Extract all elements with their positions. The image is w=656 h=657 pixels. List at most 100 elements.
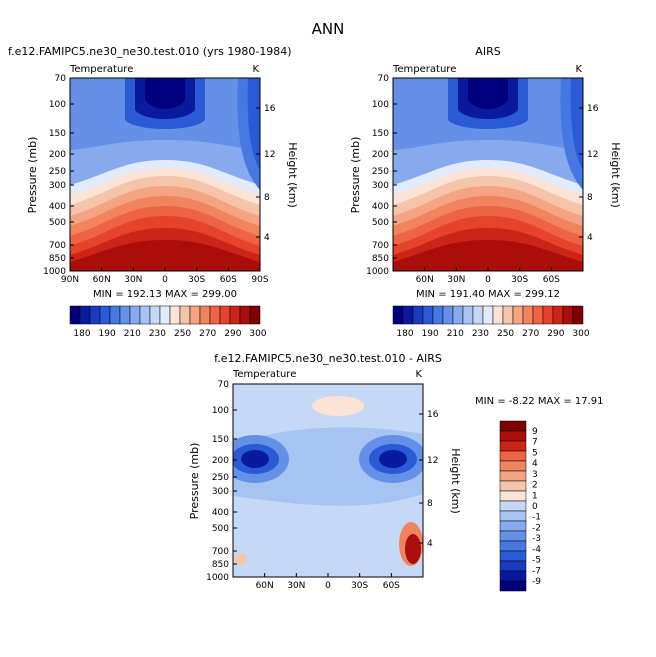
colorbar-swatch: [209, 305, 221, 325]
y-tick-label: 850: [372, 254, 389, 264]
colorbar-swatch: [532, 305, 544, 325]
colorbar-swatch: [422, 305, 434, 325]
colorbar-swatch: [492, 305, 504, 325]
y-tick-label: 250: [372, 167, 389, 177]
y-tick-label: 200: [212, 456, 229, 466]
y-tick-label: 1000: [206, 573, 229, 583]
colorbar-swatch: [499, 480, 527, 492]
colorbar-label: 290: [547, 329, 564, 339]
colorbar-label: 2: [532, 481, 538, 491]
panel-airs: AIRS Temperature K 70 100 150 200 250 300 400 5…: [349, 45, 622, 339]
colorbar-swatch: [199, 305, 211, 325]
y-right-tick-label: 8: [264, 193, 270, 203]
y-tick-label: 150: [372, 129, 389, 139]
y-tick-label: 200: [49, 150, 66, 160]
y-axis-label: Pressure (mb): [188, 443, 201, 520]
colorbar-swatch: [572, 305, 584, 325]
y-tick-label: 500: [372, 218, 389, 228]
field-contour: [241, 450, 269, 468]
colorbar-label: -1: [532, 513, 541, 523]
x-axis: 90N 60N 30N 0 30S 60S 90S: [61, 267, 269, 285]
colorbar-label: 0: [532, 502, 538, 512]
y-tick-label: 700: [212, 547, 229, 557]
panel-title: f.e12.FAMIPC5.ne30_ne30.test.010 - AIRS: [214, 352, 442, 365]
page-title: ANN: [312, 20, 345, 38]
x-tick-label: 60S: [543, 275, 560, 285]
colorbar-swatch: [149, 305, 161, 325]
field-contour: [405, 534, 421, 564]
x-tick-label: 60S: [220, 275, 237, 285]
x-tick-label: 90N: [61, 275, 79, 285]
field-band: [145, 78, 185, 109]
panel-subtitle-right: K: [252, 64, 259, 75]
colorbar-swatch: [189, 305, 201, 325]
y-axis-right: 16 12 8 4: [256, 104, 276, 243]
colorbar-label: 210: [124, 329, 141, 339]
x-tick-label: 0: [485, 275, 491, 285]
y-right-tick-label: 8: [587, 193, 593, 203]
y-right-tick-label: 4: [264, 233, 270, 243]
y-axis-left: 70 100 150 200 250 300 400 500 700 850 1000: [43, 74, 74, 277]
colorbar-label: 210: [447, 329, 464, 339]
y-tick-label: 500: [212, 524, 229, 534]
y-tick-label: 300: [372, 181, 389, 191]
field-band: [247, 78, 260, 170]
colorbar-label: -3: [532, 534, 541, 544]
colorbar-swatch: [462, 305, 474, 325]
x-tick-label: 0: [162, 275, 168, 285]
x-tick-label: 0: [325, 581, 331, 591]
x-axis: 60N 30N 0 30S 60S: [256, 573, 400, 591]
stats-text: MIN = -8.22 MAX = 17.91: [475, 396, 604, 407]
colorbar-swatch: [499, 450, 527, 462]
y-tick-label: 70: [55, 74, 67, 84]
colorbar-swatch: [499, 460, 527, 472]
colorbar-label: 290: [224, 329, 241, 339]
colorbar-swatch: [512, 305, 524, 325]
field-band: [393, 240, 583, 271]
y-tick-label: 850: [49, 254, 66, 264]
y-axis-label-right: Height (km): [286, 142, 299, 208]
colorbar-label: 250: [174, 329, 191, 339]
y-tick-label: 250: [49, 167, 66, 177]
colorbar-swatch: [499, 510, 527, 522]
y-right-tick-label: 12: [587, 150, 598, 160]
colorbar-swatch: [219, 305, 231, 325]
x-tick-label: 30N: [287, 581, 305, 591]
y-right-tick-label: 16: [264, 104, 276, 114]
colorbar-label: 190: [422, 329, 439, 339]
colorbar-swatch: [99, 305, 111, 325]
y-axis-label: Pressure (mb): [349, 137, 362, 214]
colorbar-swatch: [499, 470, 527, 482]
x-axis: 60N 30N 0 30S 60S: [416, 267, 560, 285]
y-axis-left: 70 100 150 200 250 300 400 500 700 850 1000: [366, 74, 397, 277]
colorbar-swatch: [522, 305, 534, 325]
y-tick-label: 1000: [366, 267, 389, 277]
y-tick-label: 400: [212, 508, 229, 518]
x-tick-label: 60S: [383, 581, 400, 591]
stats-text: MIN = 192.13 MAX = 299.00: [93, 289, 237, 300]
colorbar-swatch: [69, 305, 81, 325]
x-tick-label: 60N: [256, 581, 274, 591]
colorbar-label: 230: [149, 329, 166, 339]
colorbar-label: 7: [532, 438, 538, 448]
colorbar: 180 190 210 230 250 270 290 300: [69, 305, 267, 339]
colorbar-swatch: [499, 580, 527, 592]
colorbar-swatch: [109, 305, 121, 325]
y-right-tick-label: 4: [427, 539, 433, 549]
colorbar-swatch: [499, 500, 527, 512]
y-tick-label: 400: [372, 202, 389, 212]
y-tick-label: 300: [49, 181, 66, 191]
colorbar-label: -7: [532, 566, 541, 576]
colorbar-swatch: [499, 530, 527, 542]
colorbar-label: -2: [532, 523, 541, 533]
colorbar-swatch: [89, 305, 101, 325]
stats-text: MIN = 191.40 MAX = 299.12: [416, 289, 560, 300]
colorbar-swatch: [499, 440, 527, 452]
y-right-tick-label: 8: [427, 499, 433, 509]
y-tick-label: 300: [212, 487, 229, 497]
x-tick-label: 60N: [93, 275, 111, 285]
colorbar-swatch: [482, 305, 494, 325]
colorbar-label: 190: [99, 329, 116, 339]
y-tick-label: 500: [49, 218, 66, 228]
